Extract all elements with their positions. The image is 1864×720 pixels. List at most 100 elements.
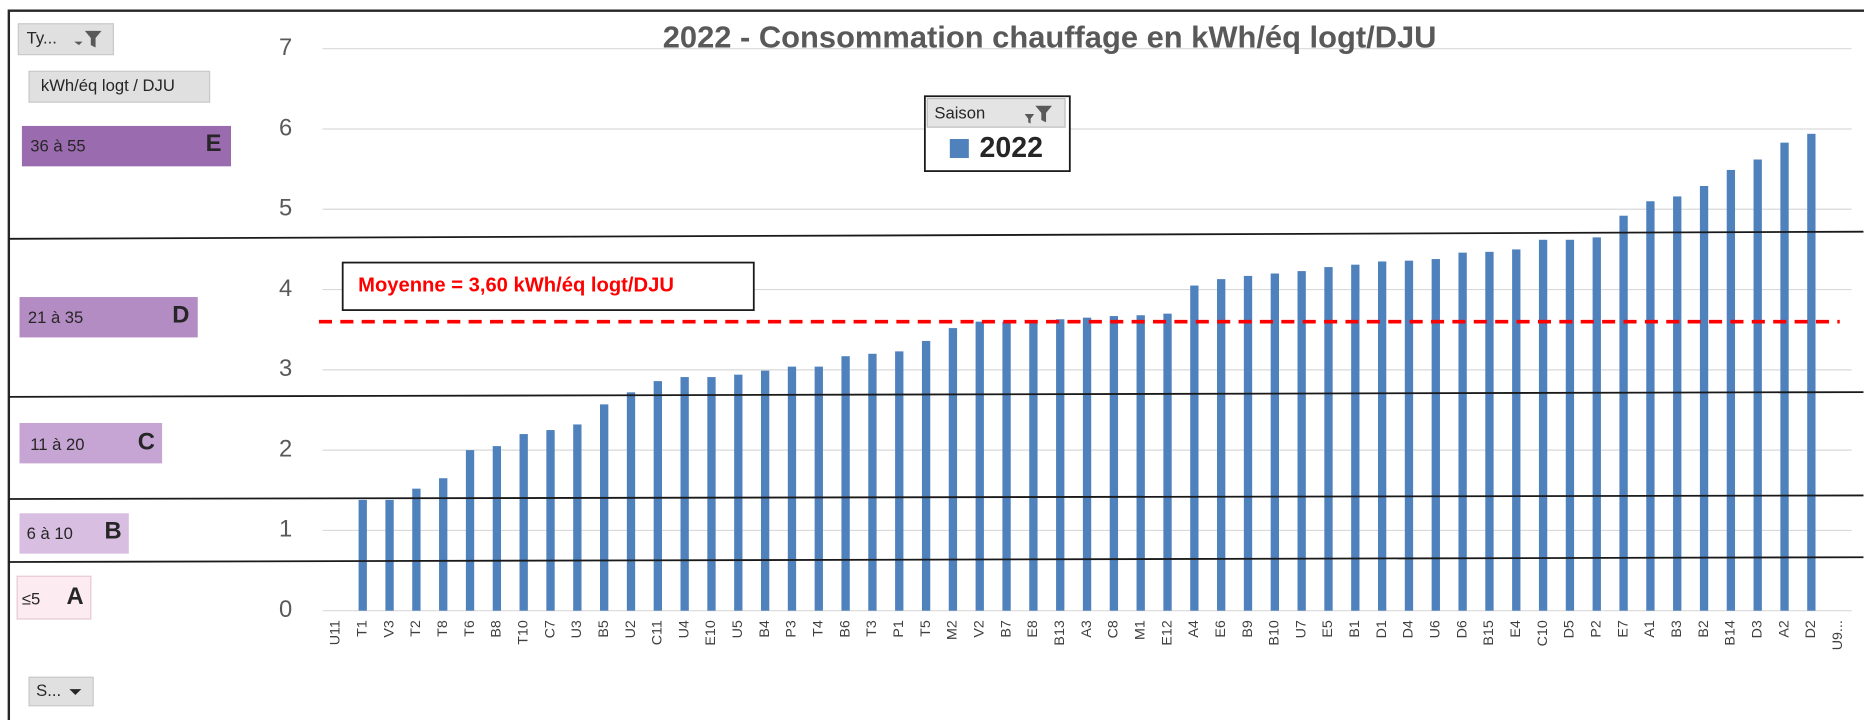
y-tick-label: 4: [279, 275, 292, 302]
bar: [626, 392, 636, 611]
bar: [1404, 260, 1414, 611]
y-tick-label: 5: [279, 195, 292, 222]
bar: [573, 424, 582, 611]
bar: [1780, 142, 1789, 611]
bar: [412, 488, 421, 611]
bar: [1190, 285, 1199, 611]
x-tick-label: T4: [811, 620, 827, 637]
x-tick-label: P1: [891, 620, 907, 638]
bar: [1243, 275, 1253, 611]
band-letter: B: [105, 518, 122, 545]
band-button[interactable]: [19, 513, 129, 554]
bar: [1002, 321, 1011, 611]
x-tick-label: T10: [515, 620, 531, 645]
bar: [1699, 185, 1709, 611]
x-tick-label: B14: [1723, 620, 1739, 645]
bar: [1082, 317, 1092, 611]
bar: [1297, 271, 1306, 611]
x-tick-label: T3: [864, 620, 880, 637]
legend-title: Saison: [934, 103, 985, 122]
slicer-header-label: kWh/éq logt / DJU: [41, 76, 175, 95]
x-tick-label: T6: [462, 620, 478, 637]
bar: [1431, 259, 1440, 611]
x-tick-label: B9: [1240, 620, 1256, 638]
legend: Saison 2022: [923, 95, 1071, 172]
x-tick-label: U7: [1293, 620, 1309, 638]
bar: [358, 499, 367, 611]
filter-icon: [1024, 105, 1052, 124]
band-letter: D: [172, 301, 189, 328]
slicers: Ty... kWh/éq logt / DJU 36 à 55 E 21 à 3…: [16, 23, 232, 707]
x-tick-label: B1: [1347, 620, 1363, 638]
x-tick-label: U5: [730, 620, 746, 638]
bar: [1646, 201, 1655, 611]
x-tick-label: U11: [328, 620, 344, 645]
slicer-header[interactable]: [28, 70, 211, 103]
slicer-button-label: Ty...: [27, 29, 57, 48]
x-tick-label: B13: [1052, 620, 1068, 645]
bar: [734, 374, 743, 611]
filter-icon: [74, 30, 102, 48]
y-tick-label: 1: [279, 516, 292, 543]
slicer-button[interactable]: [17, 23, 114, 56]
bar: [1029, 320, 1038, 611]
x-tick-label: B2: [1696, 620, 1712, 638]
bar: [1726, 169, 1736, 611]
bar: [1619, 215, 1628, 611]
band-range: 11 à 20: [30, 435, 84, 454]
bar: [1056, 319, 1065, 611]
x-tick-label: C11: [650, 620, 666, 645]
bar: [1565, 239, 1575, 611]
bar: [760, 370, 770, 611]
x-tick-label: B4: [757, 620, 773, 638]
bars: [358, 133, 1816, 611]
slicer-button-label: S...: [36, 681, 61, 700]
legend-swatch: [949, 139, 969, 159]
x-tick-label: V3: [381, 620, 397, 638]
x-tick-label: T2: [408, 620, 424, 637]
x-tick-label: T5: [918, 620, 934, 637]
x-tick-label: D6: [1454, 620, 1470, 638]
bar: [1512, 249, 1521, 611]
bar: [546, 430, 555, 611]
x-tick-label: T1: [355, 620, 371, 637]
bar: [787, 366, 797, 611]
x-tick-label: D2: [1803, 620, 1819, 638]
x-tick-label: E10: [703, 620, 719, 645]
bar: [439, 478, 448, 611]
x-tick-label: C7: [542, 620, 558, 638]
x-tick-label: T8: [435, 620, 451, 637]
bar: [1324, 267, 1333, 611]
x-tick-label: C8: [1106, 620, 1122, 638]
bar: [707, 377, 716, 611]
bar: [1377, 261, 1387, 611]
x-tick-label: P2: [1589, 620, 1605, 638]
x-tick-label: A2: [1776, 620, 1792, 638]
y-tick-label: 6: [279, 114, 292, 141]
band-range: 36 à 55: [30, 137, 85, 156]
band-divider: [8, 230, 1864, 240]
bar: [385, 499, 394, 611]
x-tick-label: E8: [1025, 620, 1041, 638]
slicer-button[interactable]: [28, 676, 94, 707]
band-button[interactable]: [16, 575, 92, 620]
band-divider: [8, 391, 1864, 398]
bar: [1136, 315, 1145, 611]
band-button[interactable]: [19, 297, 198, 338]
bar: [1592, 237, 1601, 611]
bar: [1485, 251, 1494, 611]
band-button[interactable]: [19, 422, 163, 464]
bar: [921, 340, 931, 611]
bar: [1163, 313, 1172, 611]
band-divider: [8, 556, 1864, 563]
bar: [492, 446, 502, 611]
x-tick-label: V2: [972, 620, 988, 638]
bar: [975, 321, 984, 611]
x-tick-label: M2: [945, 620, 961, 640]
x-tick-label: B3: [1669, 620, 1685, 638]
dropdown-icon: [69, 689, 82, 696]
x-tick-label: A3: [1079, 620, 1095, 638]
band-button[interactable]: [21, 125, 232, 167]
bar: [1673, 196, 1682, 611]
bar: [1538, 239, 1548, 611]
